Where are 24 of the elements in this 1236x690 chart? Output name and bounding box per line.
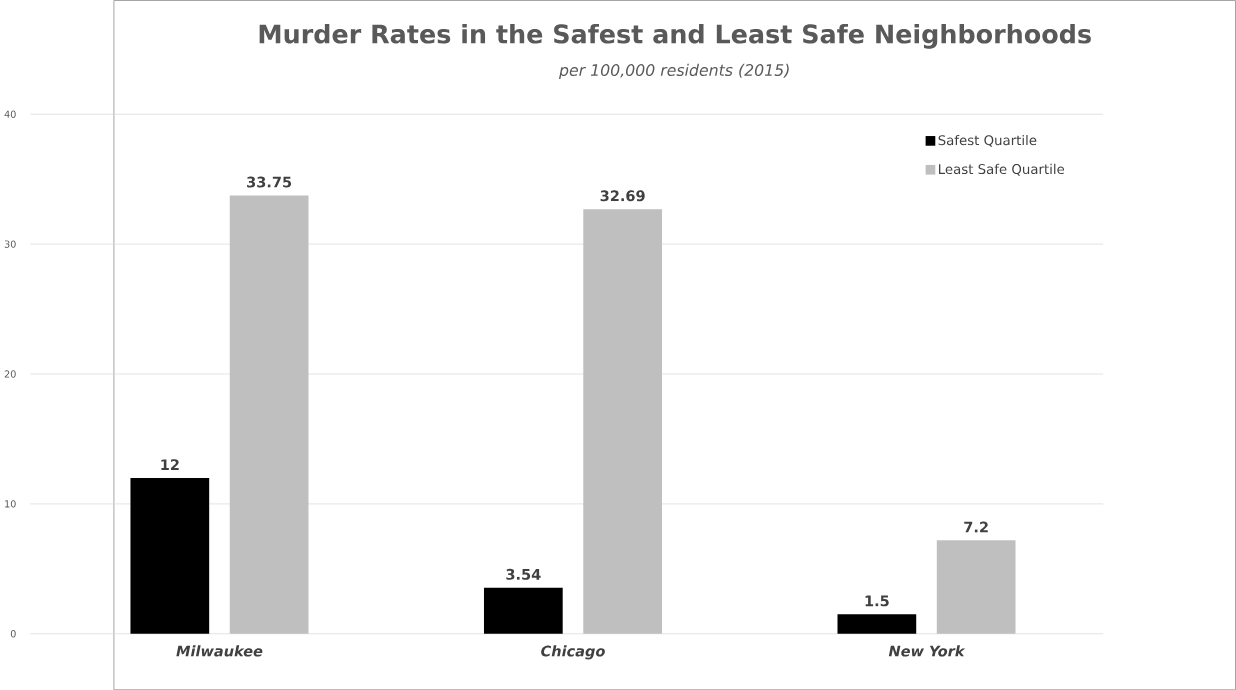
bar — [936, 540, 1016, 634]
x-tick-label: New York — [888, 645, 966, 657]
chart-subtitle: per 100,000 residents (2015) — [558, 63, 789, 79]
data-label: 7.2 — [964, 521, 988, 533]
y-tick-label: 0 — [10, 629, 16, 638]
data-label: 33.75 — [247, 176, 292, 188]
bar — [583, 209, 662, 634]
y-tick-label: 10 — [5, 500, 16, 508]
x-tick-label: Milwaukee — [176, 645, 263, 657]
chart-title: Murder Rates in the Safest and Least Safe Neighborhoods — [259, 23, 1091, 49]
legend-label: Least Safe Quartile — [939, 163, 1065, 176]
bar — [483, 587, 563, 634]
data-label: 12 — [161, 459, 179, 470]
data-label: 1.5 — [865, 595, 889, 607]
bar — [837, 614, 917, 634]
bar — [229, 195, 309, 634]
bar — [130, 477, 210, 634]
data-label: 32.69 — [600, 190, 645, 202]
x-tick-label: Chicago — [541, 645, 605, 660]
legend-label: Safest Quartile — [938, 134, 1037, 147]
y-tick-label: 30 — [4, 240, 16, 248]
y-tick-label: 40 — [4, 110, 16, 118]
data-label: 3.54 — [506, 568, 541, 580]
y-tick-label: 20 — [4, 370, 16, 378]
